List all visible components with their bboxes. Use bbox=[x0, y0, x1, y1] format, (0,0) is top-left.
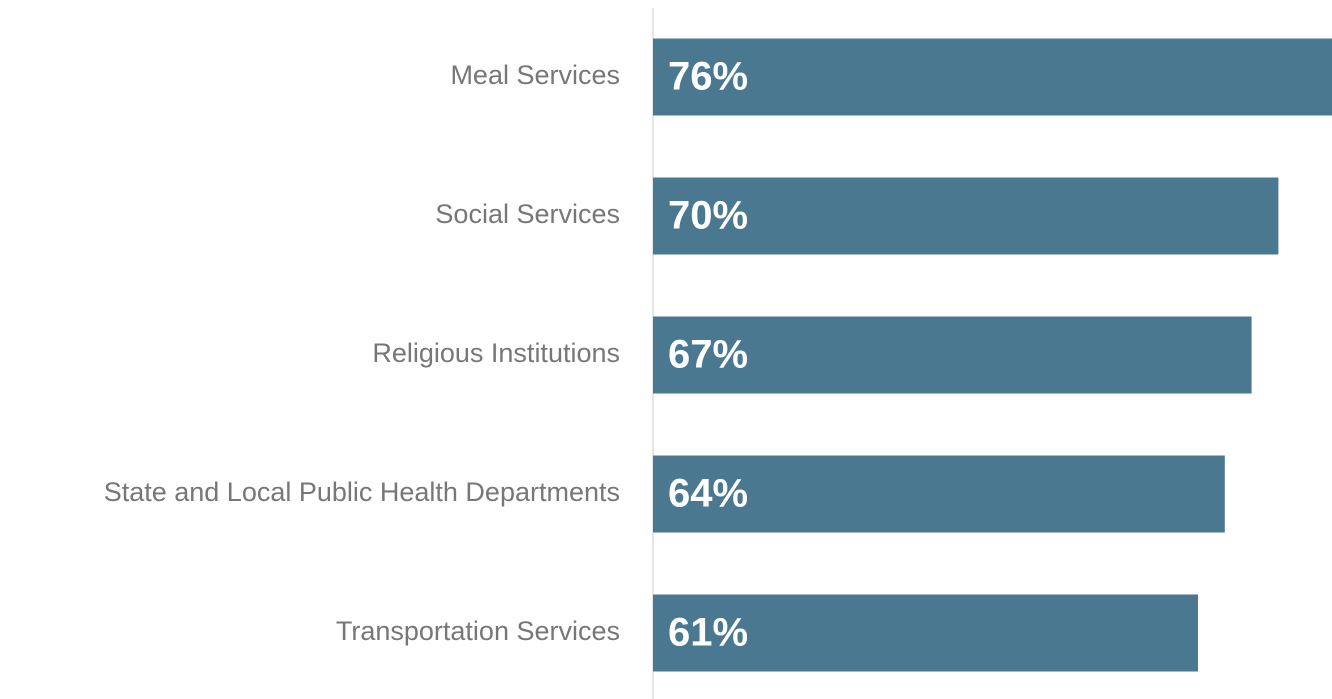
bar bbox=[653, 316, 1252, 394]
value-label: 76% bbox=[668, 55, 748, 99]
category-label: Meal Services bbox=[450, 60, 620, 90]
bar bbox=[653, 177, 1279, 255]
bar bbox=[653, 38, 1332, 116]
value-label: 61% bbox=[668, 611, 748, 655]
value-label: 70% bbox=[668, 194, 748, 238]
value-label: 64% bbox=[668, 472, 748, 516]
value-label: 67% bbox=[668, 333, 748, 377]
bar bbox=[653, 455, 1225, 533]
category-label: State and Local Public Health Department… bbox=[104, 477, 620, 507]
category-label: Religious Institutions bbox=[372, 338, 620, 368]
category-label: Social Services bbox=[435, 199, 620, 229]
category-label: Transportation Services bbox=[336, 616, 620, 646]
bar bbox=[653, 594, 1198, 672]
